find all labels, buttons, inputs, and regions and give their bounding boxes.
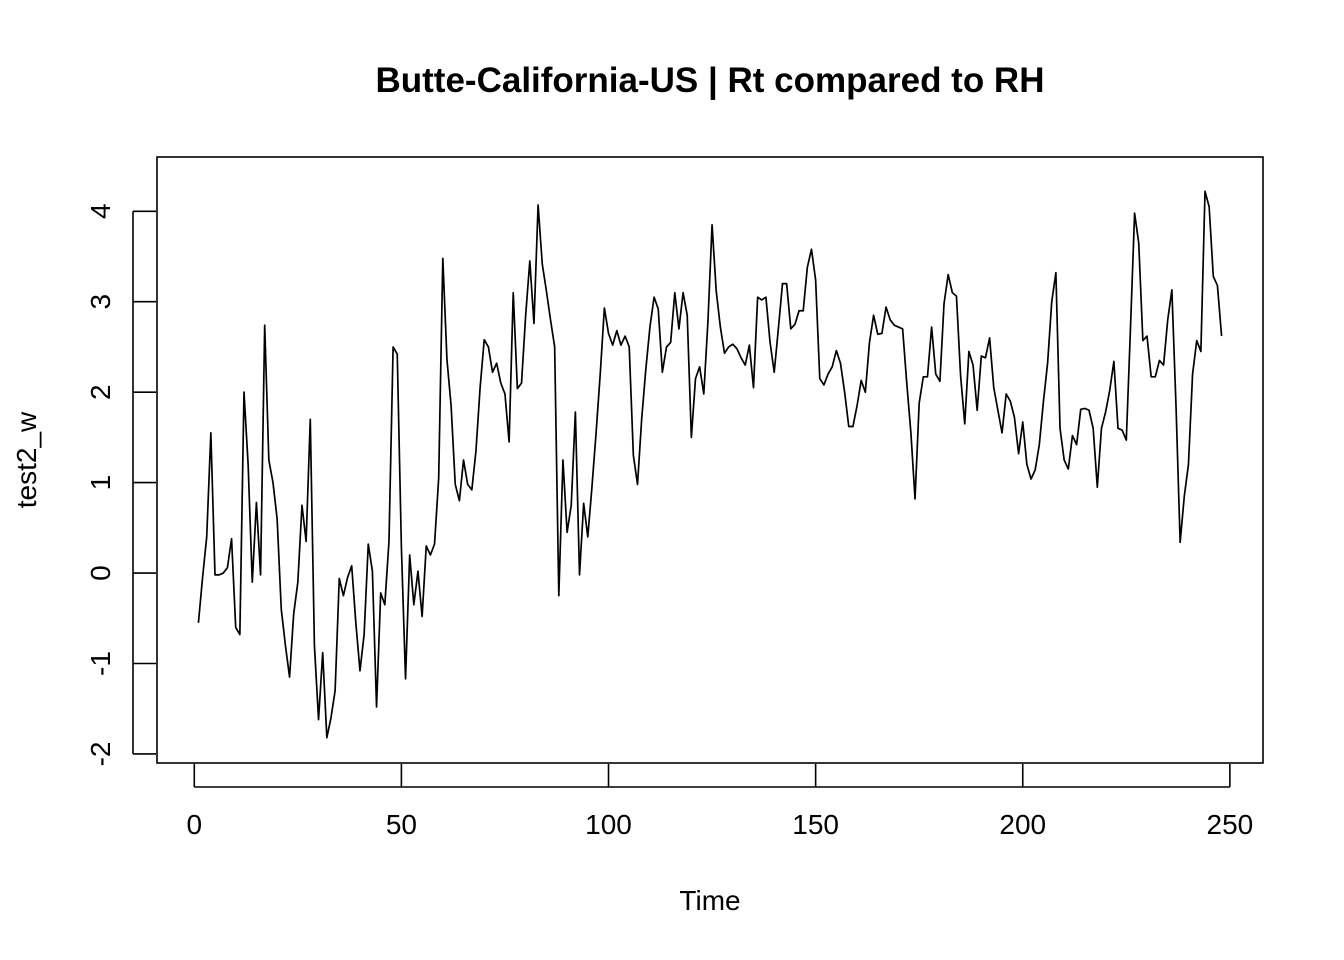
- x-tick-label: 250: [1207, 809, 1254, 840]
- y-tick-label: 2: [85, 384, 116, 400]
- x-axis: 0 50 100 150 200 250: [186, 764, 1253, 840]
- y-axis: -2 -1 0 1 2 3 4: [85, 203, 156, 766]
- y-tick-label: 3: [85, 294, 116, 310]
- x-axis-label: Time: [679, 885, 740, 916]
- y-tick-label: 1: [85, 475, 116, 491]
- y-axis-label: test2_w: [11, 411, 42, 508]
- chart-title: Butte-California-US | Rt compared to RH: [376, 61, 1045, 100]
- y-tick-label: -2: [85, 742, 116, 767]
- series-line: [197, 190, 1223, 739]
- plot-frame: [156, 156, 1264, 764]
- x-tick-label: 0: [186, 809, 202, 840]
- y-tick-label: 0: [85, 565, 116, 581]
- x-tick-label: 200: [999, 809, 1046, 840]
- x-tick-label: 150: [792, 809, 839, 840]
- x-tick-label: 50: [386, 809, 417, 840]
- y-tick-label: -1: [85, 651, 116, 676]
- x-tick-label: 100: [585, 809, 632, 840]
- y-tick-label: 4: [85, 203, 116, 219]
